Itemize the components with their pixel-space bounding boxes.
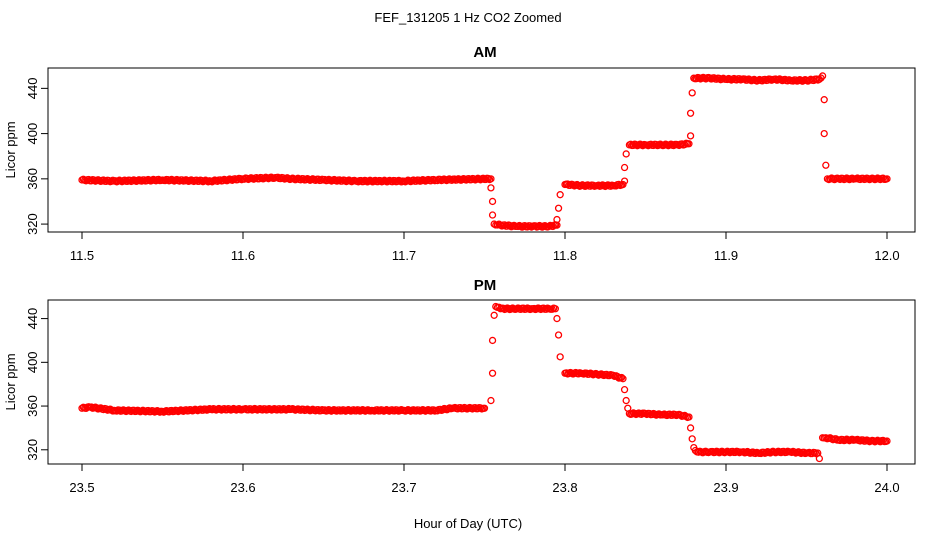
am-y-tick-label: 400 [25,123,40,145]
am-data-point [688,89,696,97]
am-data-point [379,177,387,185]
am-data-point [685,140,693,148]
am-y-axis-label: Licor ppm [3,121,18,178]
pm-y-tick-label: 440 [25,308,40,330]
am-data-point [620,163,629,172]
am-y-tick-label: 360 [25,168,40,190]
am-plot-frame [47,67,916,233]
figure-title: FEF_131205 1 Hz CO2 Zoomed [374,10,561,25]
am-data-point [554,204,563,212]
am-data-point [622,150,630,158]
am-data-point [128,177,137,185]
pm-x-tick-label: 23.9 [713,480,738,495]
pm-data-point [685,413,693,421]
am-data-point [822,161,830,169]
pm-data-point [487,396,495,405]
am-data-point [619,180,627,189]
am-data-point [114,177,122,185]
am-x-tick-label: 11.7 [392,248,416,263]
am-data-point [820,96,828,104]
pm-data-point [476,404,485,412]
am-panel-title: AM [473,44,496,61]
pm-x-axis: 23.5 23.6 23.7 23.8 23.9 24.0 [69,463,900,495]
pm-data-point [617,373,626,382]
am-data-point [439,176,447,184]
pm-y-axis-label: Licor ppm [3,353,18,410]
am-data-point [556,191,564,199]
pm-data-point [548,305,556,313]
am-data-point [484,174,492,183]
pm-y-tick-label: 320 [25,439,40,461]
am-data-point [818,72,827,80]
am-x-tick-label: 11.6 [231,248,255,263]
pm-x-tick-label: 23.6 [230,480,255,495]
pm-data-point [811,449,819,457]
pm-data-point [815,454,824,463]
x-axis-label: Hour of Day (UTC) [414,516,522,531]
pm-data-point [490,311,498,319]
pm-data-point [553,314,561,323]
pm-panel: PM Licor ppm 23.5 23.6 23.7 23.8 23.9 24.0 32… [3,277,916,495]
am-y-tick-label: 440 [25,78,40,100]
pm-panel-title: PM [474,277,497,294]
am-data-point [488,211,497,219]
pm-y-axis: 320 360 400 440 [25,308,49,461]
am-y-axis: 320 360 400 440 [25,78,49,235]
am-data-point [183,176,191,185]
am-panel: AM Licor ppm 11.5 11.6 11.7 11.8 11.9 12.0 32… [3,44,916,263]
pm-data-point [619,375,627,383]
am-x-tick-label: 11.5 [70,248,94,263]
pm-data-point [622,396,630,405]
pm-data-points [78,302,891,463]
am-x-tick-label: 12.0 [874,248,899,263]
pm-data-point [340,406,349,414]
am-data-point [553,215,561,224]
am-data-point [883,175,891,183]
am-x-tick-label: 11.9 [714,248,738,263]
pm-data-point [488,369,497,377]
am-data-point [111,177,120,185]
pm-y-tick-label: 400 [25,351,40,373]
pm-x-tick-label: 24.0 [874,480,899,495]
am-data-point [686,109,695,117]
pm-data-point [551,305,559,313]
am-data-point [620,177,629,185]
pm-data-point [883,437,891,445]
pm-x-tick-label: 23.8 [552,480,577,495]
am-data-point [686,132,695,140]
pm-data-point [488,336,497,345]
am-y-tick-label: 320 [25,213,40,235]
am-data-point [487,184,495,192]
am-data-points [78,72,891,231]
am-x-tick-label: 11.8 [553,248,577,263]
am-x-axis: 11.5 11.6 11.7 11.8 11.9 12.0 [70,231,900,263]
pm-plot-frame [47,299,916,465]
am-data-point [362,177,370,185]
am-data-point [488,197,497,206]
pm-data-point [686,424,695,432]
am-data-point [820,129,828,138]
pm-data-point [190,406,198,414]
pm-data-point [620,386,629,394]
am-data-point [812,75,821,83]
pm-data-point [556,353,564,361]
am-data-point [615,180,623,189]
pm-data-point [480,404,489,412]
pm-data-point [688,435,696,443]
pm-data-point [135,407,143,415]
pm-x-tick-label: 23.5 [69,480,94,495]
pm-data-point [264,405,272,414]
pm-y-tick-label: 360 [25,395,40,417]
pm-data-point [554,331,563,339]
am-data-point [487,175,495,183]
pm-x-tick-label: 23.7 [391,480,416,495]
